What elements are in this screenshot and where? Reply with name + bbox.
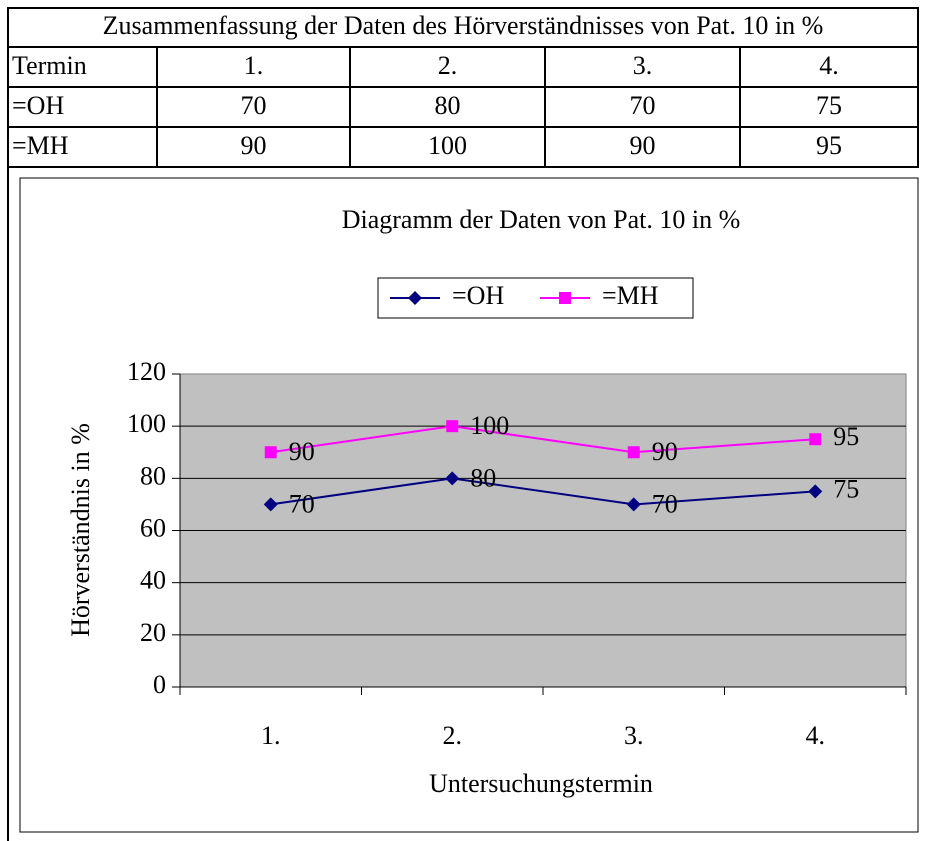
- legend-label: =MH: [602, 281, 659, 310]
- data-point: [445, 471, 460, 486]
- table-cell: 80: [435, 91, 461, 120]
- data-label: 75: [833, 474, 859, 503]
- x-tick-label: 3.: [624, 721, 644, 750]
- table-header-cell: 4.: [819, 51, 839, 80]
- y-tick-label: 60: [140, 513, 166, 542]
- y-tick-label: 20: [140, 618, 166, 647]
- table-cell: 90: [241, 131, 267, 160]
- y-tick-label: 120: [127, 357, 166, 386]
- data-label: 90: [652, 437, 678, 466]
- x-tick-label: 2.: [443, 721, 463, 750]
- y-tick-label: 100: [127, 409, 166, 438]
- data-point: [809, 433, 822, 446]
- legend-label: =OH: [452, 281, 504, 310]
- table-cell: 70: [241, 91, 267, 120]
- x-tick-label: 4.: [806, 721, 826, 750]
- data-label: 100: [470, 411, 509, 440]
- table-cell: 100: [428, 131, 467, 160]
- table-cell: =OH: [12, 91, 64, 120]
- chart-border: [19, 177, 919, 833]
- data-point: [808, 484, 823, 499]
- data-label: 70: [652, 489, 678, 518]
- table-cell: =MH: [12, 131, 69, 160]
- data-label: 80: [470, 463, 496, 492]
- data-label: 90: [289, 437, 315, 466]
- data-point: [627, 446, 640, 459]
- table-frame: [7, 7, 919, 841]
- data-label: 70: [289, 489, 315, 518]
- y-tick-label: 0: [153, 670, 166, 699]
- data-point: [626, 497, 641, 512]
- legend-marker: [559, 292, 571, 304]
- x-tick-label: 1.: [261, 721, 281, 750]
- data-point: [264, 446, 277, 459]
- table-header-cell: 3.: [633, 51, 653, 80]
- table-header-cell: 2.: [438, 51, 458, 80]
- y-axis-title: Hörverständnis in %: [66, 423, 95, 637]
- series-line: [270, 425, 816, 454]
- data-point: [263, 497, 278, 512]
- chart-title: Diagramm der Daten von Pat. 10 in %: [342, 205, 741, 234]
- legend-marker: [408, 291, 422, 305]
- x-axis-title: Untersuchungstermin: [429, 769, 653, 798]
- series-line: [270, 477, 816, 506]
- table-title: Zusammenfassung der Daten des Hörverstän…: [103, 11, 824, 40]
- table-header-cell: Termin: [12, 51, 87, 80]
- table-cell: 75: [816, 91, 842, 120]
- data-label: 95: [833, 422, 859, 451]
- data-point: [446, 420, 459, 433]
- y-tick-label: 40: [140, 566, 166, 595]
- y-tick-label: 80: [140, 461, 166, 490]
- table-cell: 90: [630, 131, 656, 160]
- table-cell: 70: [630, 91, 656, 120]
- table-cell: 95: [816, 131, 842, 160]
- table-header-cell: 1.: [244, 51, 264, 80]
